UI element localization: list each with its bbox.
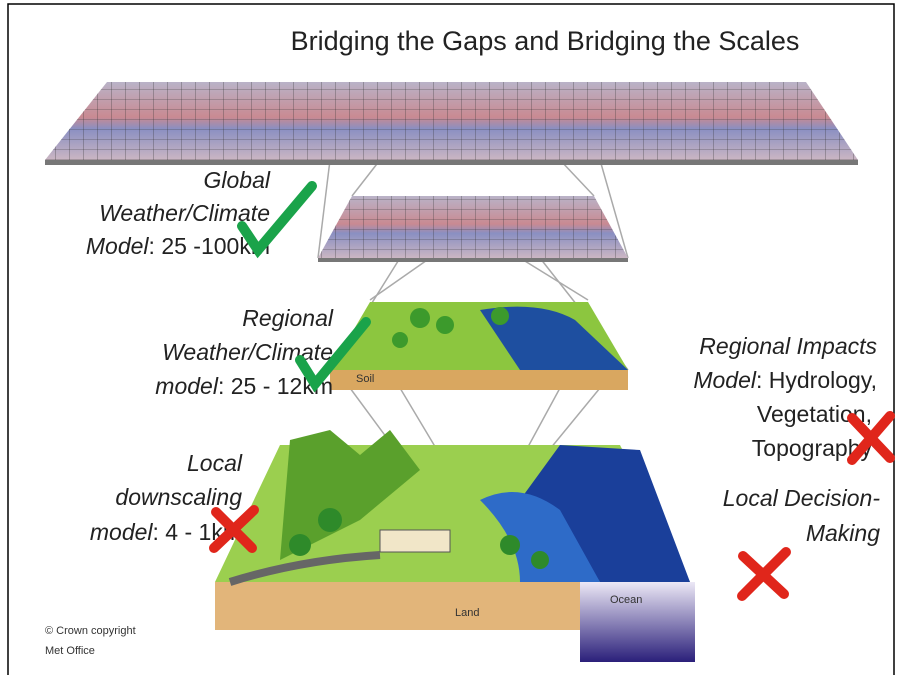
label-line: Model: Hydrology,: [693, 367, 877, 393]
regional-land: Soil: [330, 302, 628, 390]
label-line: downscaling: [115, 484, 242, 510]
land-label: Land: [455, 607, 479, 619]
decision-label: Local Decision- Making: [723, 485, 881, 546]
term: Model: [693, 367, 757, 393]
label-line: Model: 25 -100km: [86, 233, 270, 259]
term: model: [155, 373, 219, 399]
impacts-label: Regional Impacts Model: Hydrology, Veget…: [693, 333, 877, 461]
label-line: Local: [187, 450, 243, 476]
label-line: Regional: [242, 305, 334, 331]
soil-label: Soil: [356, 373, 374, 385]
detail: : Hydrology,: [756, 367, 877, 393]
copyright: © Crown copyright: [45, 625, 136, 637]
global-label: Global Weather/Climate Model: 25 -100km: [86, 167, 271, 259]
cross-mark: [742, 552, 786, 596]
copyright: Met Office: [45, 645, 95, 657]
term: model: [90, 519, 154, 545]
term: Model: [86, 233, 150, 259]
local-label: Local downscaling model: 4 - 1km: [90, 450, 243, 545]
label-line: Local Decision-: [723, 485, 881, 511]
regional-map: [318, 196, 628, 262]
global-map: [45, 82, 858, 165]
slide: Bridging the Gaps and Bridging the Scale…: [0, 0, 902, 675]
label-line: Global: [204, 167, 271, 193]
label-line: Regional Impacts: [699, 333, 877, 359]
title: Bridging the Gaps and Bridging the Scale…: [291, 26, 800, 56]
ocean-label: Ocean: [610, 594, 642, 606]
label-line: Weather/Climate: [162, 339, 333, 365]
label-line: Making: [806, 520, 880, 546]
local-terrain: Land Ocean: [215, 430, 695, 662]
regional-label: Regional Weather/Climate model: 25 - 12k…: [155, 305, 334, 399]
